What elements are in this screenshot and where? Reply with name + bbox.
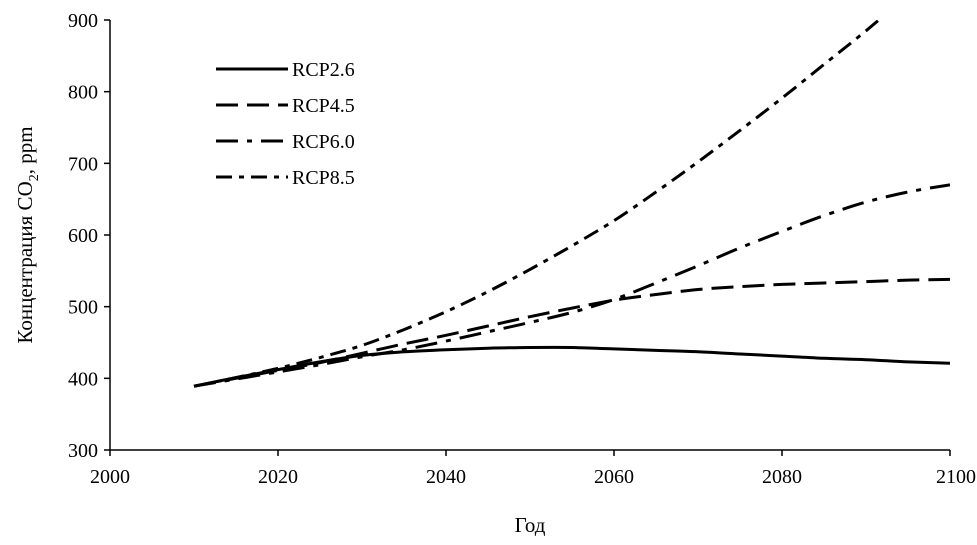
legend-label: RCP2.6: [292, 59, 355, 81]
x-tick-label: 2080: [762, 466, 802, 488]
legend-label: RCP8.5: [292, 167, 355, 189]
axes: [109, 20, 950, 451]
y-tick-label: 400: [68, 368, 98, 390]
x-ticks: 2000 2020 2040 2060 2080 2100: [90, 450, 976, 488]
y-tick-label: 500: [68, 297, 98, 319]
y-axis-title-subscript: 2: [27, 174, 42, 181]
legend-label: RCP6.0: [292, 131, 355, 153]
x-tick-label: 2100: [936, 466, 976, 488]
y-tick-label: 900: [68, 10, 98, 32]
legend: RCP2.6 RCP4.5 RCP6.0 RCP8.5: [216, 59, 355, 189]
y-tick-label: 300: [68, 440, 98, 462]
x-axis-title: Год: [515, 513, 546, 537]
y-tick-label: 800: [68, 82, 98, 104]
legend-label: RCP4.5: [292, 95, 355, 117]
x-tick-label: 2060: [594, 466, 634, 488]
y-ticks: 300 400 500 600 700 800 900: [68, 10, 110, 462]
series-line-rcp60: [193, 183, 950, 388]
x-tick-label: 2020: [258, 466, 298, 488]
x-tick-label: 2040: [426, 466, 466, 488]
series-line-rcp85: [193, 20, 882, 388]
y-tick-label: 600: [68, 225, 98, 247]
series-line-rcp45: [193, 277, 950, 388]
series-line-rcp26: [193, 345, 950, 388]
series-lines: [193, 20, 950, 388]
y-axis-title-unit: , ppm: [13, 126, 37, 174]
y-axis-title: Концентрация CO2, ppm: [13, 126, 42, 343]
x-tick-label: 2000: [90, 466, 130, 488]
y-axis-title-main: Концентрация CO: [13, 181, 37, 343]
y-tick-label: 700: [68, 153, 98, 175]
